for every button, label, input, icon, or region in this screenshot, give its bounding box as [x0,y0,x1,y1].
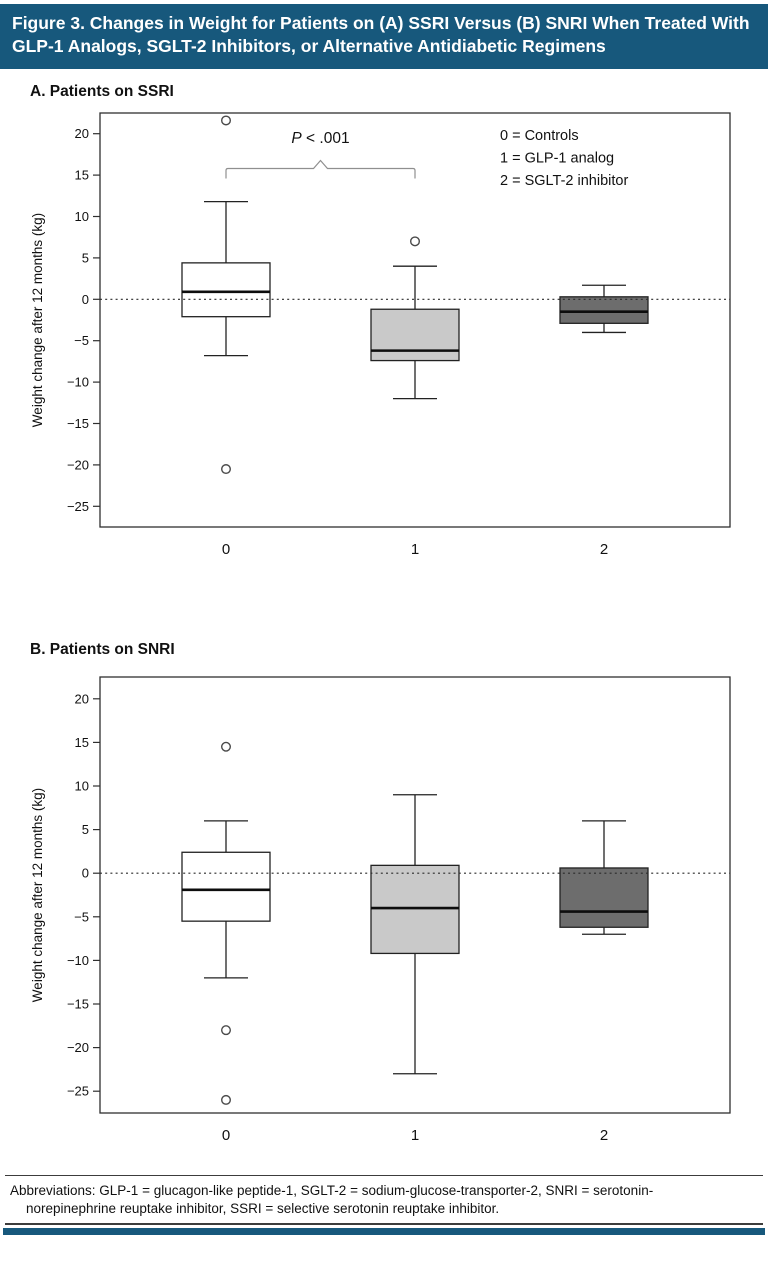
iqr-box [559,295,649,324]
svg-text:0: 0 [82,291,89,306]
svg-text:−25: −25 [67,498,89,513]
svg-text:15: 15 [75,734,89,749]
svg-text:10: 10 [75,209,89,224]
x-tick-label: 2 [600,1127,608,1144]
box-1-glp-1-analog [370,235,460,399]
p-value-label: P < .001 [291,129,349,146]
x-tick-label: 1 [411,541,419,558]
svg-text:−15: −15 [67,416,89,431]
box-0-controls [181,741,271,1105]
svg-text:15: 15 [75,167,89,182]
outlier-point [220,741,231,752]
svg-text:10: 10 [75,778,89,793]
panel-a: A. Patients on SSRI 20 15 10 5 0 −5 −10 −15 −20−… [0,83,768,571]
legend: 0 = Controls 1 = GLP-1 analog 2 = SGLT-2 i… [500,128,628,189]
y-axis-label: Weight change after 12 months (kg) [30,212,45,426]
legend-entry: 1 = GLP-1 analog [500,150,614,166]
box-1-glp-1-analog [370,793,460,1074]
panel-b: B. Patients on SNRI 20 15 10 5 0 −5 −10 −15 −20−… [0,641,768,1157]
iqr-box [181,851,271,922]
outlier-point [220,1094,231,1105]
box-0-controls [181,114,271,474]
svg-text:0: 0 [82,865,89,880]
legend-entry: 0 = Controls [500,128,579,144]
iqr-box [370,864,460,954]
box-2-sglt-2-inhibitor [559,284,649,333]
figure-title-bar: Figure 3. Changes in Weight for Patients… [0,4,768,69]
x-tick-label: 0 [222,1127,230,1144]
boxplot-chart-ssri: 20 15 10 5 0 −5 −10 −15 −20 −25 Weight change afte… [28,107,768,571]
significance-bracket [225,159,416,179]
footer-accent-bar [3,1227,765,1235]
svg-text:5: 5 [82,822,89,837]
box-2-sglt-2-inhibitor [559,819,649,935]
svg-text:−20: −20 [67,457,89,472]
legend-entry: 2 = SGLT-2 inhibitor [500,173,628,189]
x-tick-label: 2 [600,541,608,558]
outlier-point [220,463,231,474]
y-axis: 20 15 10 5 0 −5 −10 −15 −20 −25 [67,691,100,1098]
x-tick-label: 1 [411,1127,419,1144]
x-tick-label: 0 [222,541,230,558]
iqr-box [370,308,460,361]
figure-footer: Abbreviations: GLP-1 = glucagon-like pep… [0,1174,768,1235]
svg-text:−20: −20 [67,1040,89,1055]
iqr-box [181,261,271,317]
svg-text:−10: −10 [67,374,89,389]
y-axis-label: Weight change after 12 months (kg) [30,787,45,1001]
x-axis: 0 1 2 [222,1127,608,1144]
boxplot-chart-snri: 20 15 10 5 0 −5 −10 −15 −20 −25 Weight change afte… [28,665,768,1157]
svg-text:5: 5 [82,250,89,265]
footer-top-rule [5,1174,763,1177]
figure-title: Figure 3. Changes in Weight for Patients… [12,13,750,57]
outlier-point [220,1024,231,1035]
y-axis: 20 15 10 5 0 −5 −10 −15 −20 −25 [67,126,100,513]
svg-text:20: 20 [75,691,89,706]
svg-text:−5: −5 [74,333,89,348]
outlier-point [220,114,231,125]
svg-text:−25: −25 [67,1083,89,1098]
panel-b-title: B. Patients on SNRI [30,640,175,658]
svg-text:20: 20 [75,126,89,141]
outlier-point [410,235,421,246]
x-axis: 0 1 2 [222,541,608,558]
panel-a-title: A. Patients on SSRI [30,82,174,100]
svg-text:−5: −5 [74,909,89,924]
svg-text:−15: −15 [67,996,89,1011]
svg-text:−10: −10 [67,952,89,967]
iqr-box [559,866,649,928]
footer-bottom-rule [5,1223,763,1225]
abbreviations-text: Abbreviations: GLP-1 = glucagon-like pep… [10,1183,654,1216]
figure-page: Figure 3. Changes in Weight for Patients… [0,4,768,1235]
